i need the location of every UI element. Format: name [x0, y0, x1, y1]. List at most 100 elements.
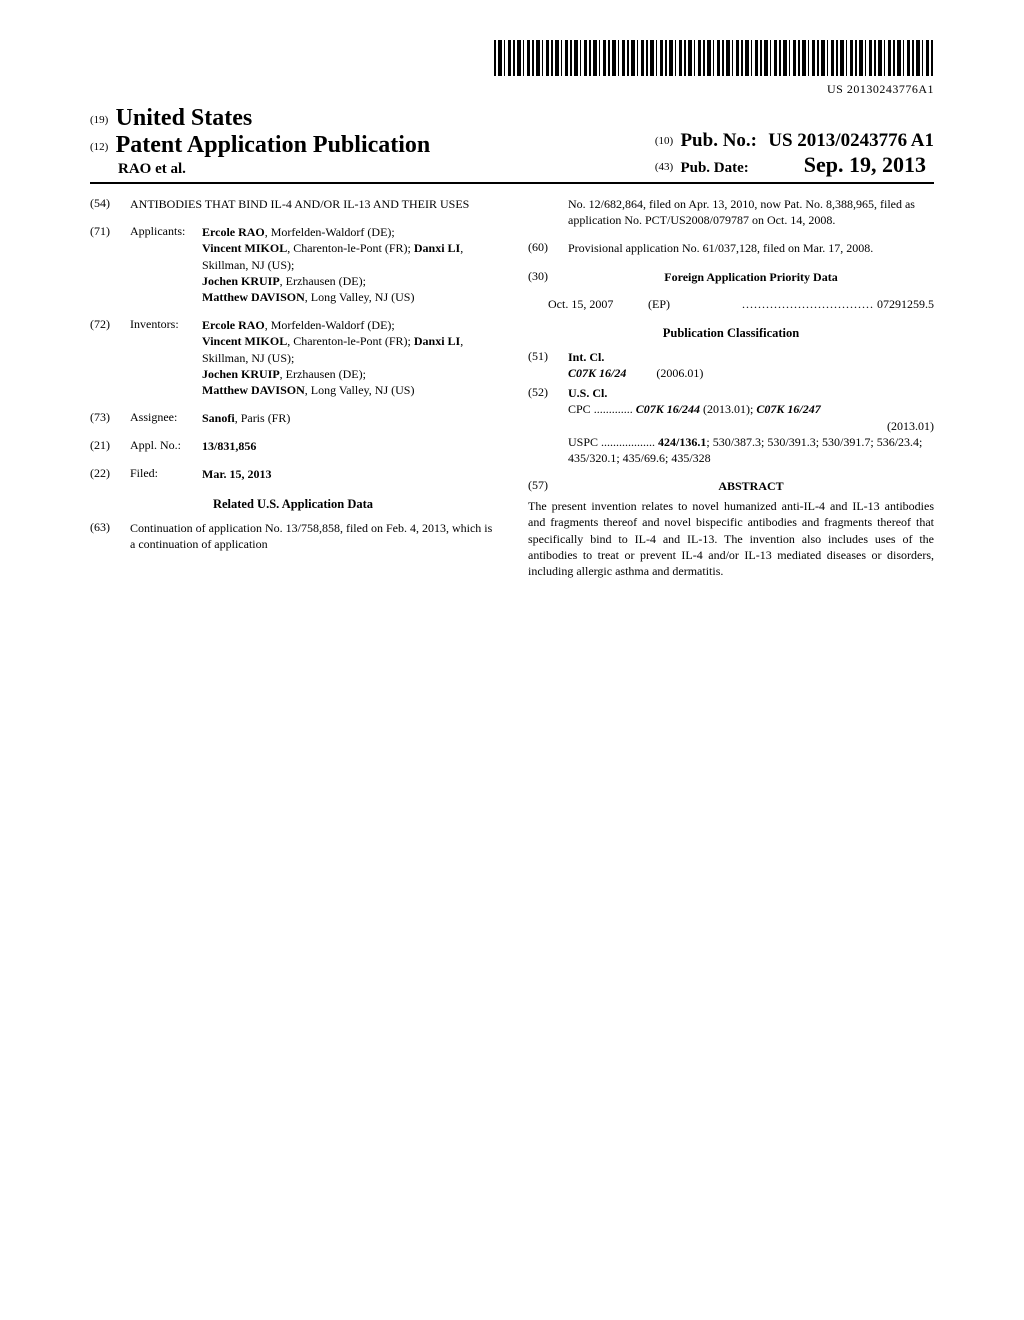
- inventor-2: Vincent MIKOL: [202, 334, 287, 348]
- cpc-2: C07K 16/247: [756, 402, 820, 416]
- applicant-2: Vincent MIKOL: [202, 241, 287, 255]
- field-code-52: (52): [528, 385, 568, 466]
- inventors-list: Ercole RAO, Morfelden-Waldorf (DE); Vinc…: [202, 317, 496, 398]
- header-right: (10) Pub. No.: US 2013/0243776 A1 (43) P…: [655, 130, 934, 178]
- applicants-label: Applicants:: [130, 224, 202, 305]
- filed-text: Mar. 15, 2013: [202, 467, 272, 481]
- priority-date: Oct. 15, 2007: [548, 297, 638, 312]
- pubno-value: US 2013/0243776 A1: [768, 130, 934, 151]
- body-columns: (54) ANTIBODIES THAT BIND IL-4 AND/OR IL…: [90, 196, 934, 579]
- country-name: United States: [116, 105, 253, 131]
- applno-text: 13/831,856: [202, 439, 256, 453]
- uscl-label: U.S. Cl.: [568, 386, 607, 400]
- left-column: (54) ANTIBODIES THAT BIND IL-4 AND/OR IL…: [90, 196, 496, 579]
- invention-title: ANTIBODIES THAT BIND IL-4 AND/OR IL-13 A…: [130, 196, 496, 212]
- applicant-1-loc: , Morfelden-Waldorf (DE);: [265, 225, 395, 239]
- field-71: (71) Applicants: Ercole RAO, Morfelden-W…: [90, 224, 496, 305]
- publication-type: Patent Application Publication: [116, 132, 431, 158]
- authors-text: RAO et al.: [118, 161, 186, 177]
- field-code-63: (63): [90, 520, 130, 552]
- field-72: (72) Inventors: Ercole RAO, Morfelden-Wa…: [90, 317, 496, 398]
- field-code-54: (54): [90, 196, 130, 212]
- pubdate-value: Sep. 19, 2013: [804, 152, 926, 177]
- abstract-text: The present invention relates to novel h…: [528, 498, 934, 579]
- pubdate-label: Pub. Date:: [680, 160, 800, 177]
- pubdate-line: (43) Pub. Date: Sep. 19, 2013: [655, 152, 934, 178]
- inventor-2-loc: , Charenton-le-Pont (FR);: [287, 334, 414, 348]
- applicant-5: Matthew DAVISON: [202, 290, 305, 304]
- uspc-1: 424/136.1: [658, 435, 706, 449]
- field-code-30: (30): [528, 269, 568, 285]
- applicant-1: Ercole RAO: [202, 225, 265, 239]
- uspc-line: USPC .................. 424/136.1; 530/3…: [568, 434, 934, 466]
- pubtype-line: (12) Patent Application Publication: [90, 132, 430, 159]
- pubclass-header: Publication Classification: [528, 326, 934, 341]
- field-63-text: Continuation of application No. 13/758,8…: [130, 520, 496, 552]
- applno-label: Appl. No.:: [130, 438, 202, 454]
- field-21: (21) Appl. No.: 13/831,856: [90, 438, 496, 454]
- field-code-60: (60): [528, 240, 568, 256]
- field-54: (54) ANTIBODIES THAT BIND IL-4 AND/OR IL…: [90, 196, 496, 212]
- inventor-5: Matthew DAVISON: [202, 383, 305, 397]
- field-73: (73) Assignee: Sanofi, Paris (FR): [90, 410, 496, 426]
- field-code-22: (22): [90, 466, 130, 482]
- inventor-5-loc: , Long Valley, NJ (US): [305, 383, 415, 397]
- assignee-name: Sanofi: [202, 411, 235, 425]
- cpc-line: CPC ............. C07K 16/244 (2013.01);…: [568, 401, 934, 417]
- field-57: (57) ABSTRACT: [528, 478, 934, 494]
- applicant-2-loc: , Charenton-le-Pont (FR);: [287, 241, 414, 255]
- right-column: No. 12/682,864, filed on Apr. 13, 2010, …: [528, 196, 934, 579]
- inventor-4-loc: , Erzhausen (DE);: [280, 367, 366, 381]
- related-header: Related U.S. Application Data: [90, 497, 496, 512]
- authors-line: RAO et al.: [118, 161, 430, 178]
- filed-value: Mar. 15, 2013: [202, 466, 496, 482]
- uspc-label: USPC: [568, 435, 598, 449]
- inventor-4: Jochen KRUIP: [202, 367, 280, 381]
- applicant-5-loc: , Long Valley, NJ (US): [305, 290, 415, 304]
- field-code-43: (43): [655, 161, 673, 173]
- field-code-71: (71): [90, 224, 130, 305]
- barcode-graphic: [494, 40, 934, 76]
- inventor-3: Danxi LI: [414, 334, 460, 348]
- inventor-1-loc: , Morfelden-Waldorf (DE);: [265, 318, 395, 332]
- priority-num: 07291259.5: [698, 297, 934, 312]
- field-code-21: (21): [90, 438, 130, 454]
- header-row: (19) United States (12) Patent Applicati…: [90, 105, 934, 184]
- abstract-label: ABSTRACT: [718, 479, 783, 493]
- field-51: (51) Int. Cl. C07K 16/24 (2006.01): [528, 349, 934, 381]
- cpc-label: CPC: [568, 402, 591, 416]
- cpc-1: C07K 16/244: [636, 402, 700, 416]
- field-63: (63) Continuation of application No. 13/…: [90, 520, 496, 552]
- applicant-4: Jochen KRUIP: [202, 274, 280, 288]
- priority-num-text: 07291259.5: [877, 297, 934, 311]
- field-code-10: (10): [655, 135, 673, 147]
- cpc-line-2: (2013.01): [568, 418, 934, 434]
- priority-cc: (EP): [648, 297, 688, 312]
- priority-row: Oct. 15, 2007 (EP) 07291259.5: [548, 297, 934, 312]
- cpc-1v: (2013.01);: [703, 402, 756, 416]
- field-60: (60) Provisional application No. 61/037,…: [528, 240, 934, 256]
- assignee-body: Sanofi, Paris (FR): [202, 410, 496, 426]
- field-code-19: (19): [90, 114, 108, 126]
- intcl-class: C07K 16/24 (2006.01): [568, 366, 703, 380]
- field-30: (30) Foreign Application Priority Data: [528, 269, 934, 285]
- foreign-priority-label: Foreign Application Priority Data: [664, 270, 837, 284]
- field-code-51: (51): [528, 349, 568, 381]
- barcode-block: US 20130243776A1: [90, 40, 934, 97]
- assignee-loc: , Paris (FR): [235, 411, 291, 425]
- field-22: (22) Filed: Mar. 15, 2013: [90, 466, 496, 482]
- field-code-72: (72): [90, 317, 130, 398]
- inventor-1: Ercole RAO: [202, 318, 265, 332]
- assignee-label: Assignee:: [130, 410, 202, 426]
- barcode-number: US 20130243776A1: [90, 82, 934, 97]
- country-line: (19) United States: [90, 105, 430, 132]
- inventors-label: Inventors:: [130, 317, 202, 398]
- field-code-73: (73): [90, 410, 130, 426]
- applicants-list: Ercole RAO, Morfelden-Waldorf (DE); Vinc…: [202, 224, 496, 305]
- applno-value: 13/831,856: [202, 438, 496, 454]
- intcl-class-code: C07K 16/24: [568, 366, 626, 380]
- filed-label: Filed:: [130, 466, 202, 482]
- field-52: (52) U.S. Cl. CPC ............. C07K 16/…: [528, 385, 934, 466]
- field-63-continuation: No. 12/682,864, filed on Apr. 13, 2010, …: [568, 196, 934, 228]
- field-60-text: Provisional application No. 61/037,128, …: [568, 240, 934, 256]
